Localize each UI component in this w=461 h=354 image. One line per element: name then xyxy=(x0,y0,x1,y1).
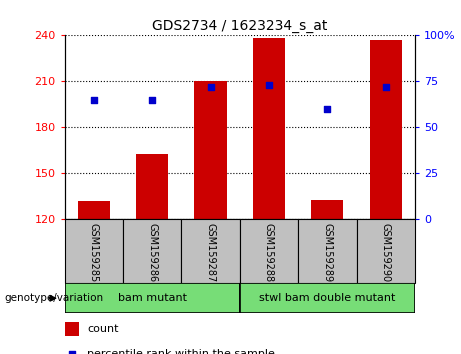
Text: GSM159285: GSM159285 xyxy=(89,223,99,282)
Text: GSM159288: GSM159288 xyxy=(264,223,274,282)
Bar xyxy=(123,219,181,283)
Text: GSM159287: GSM159287 xyxy=(206,223,216,282)
Text: stwl bam double mutant: stwl bam double mutant xyxy=(259,293,396,303)
Bar xyxy=(65,283,240,313)
Bar xyxy=(181,219,240,283)
Bar xyxy=(136,154,168,219)
Bar xyxy=(311,200,343,219)
Bar xyxy=(298,219,356,283)
Bar xyxy=(77,201,110,219)
Text: GSM159290: GSM159290 xyxy=(381,223,391,282)
Bar xyxy=(240,283,415,313)
Text: count: count xyxy=(87,324,118,334)
Bar xyxy=(65,322,78,336)
Bar xyxy=(370,40,402,219)
Bar xyxy=(240,219,298,283)
Bar xyxy=(356,219,415,283)
Point xyxy=(90,97,97,103)
Bar xyxy=(65,219,123,283)
Text: percentile rank within the sample: percentile rank within the sample xyxy=(87,349,275,354)
Bar xyxy=(195,81,226,219)
Point xyxy=(382,84,390,90)
Point xyxy=(68,351,75,354)
Title: GDS2734 / 1623234_s_at: GDS2734 / 1623234_s_at xyxy=(152,19,327,33)
Text: genotype/variation: genotype/variation xyxy=(5,293,104,303)
Point xyxy=(148,97,156,103)
Bar xyxy=(253,39,285,219)
Point xyxy=(265,82,272,88)
Point xyxy=(324,106,331,112)
Text: GSM159289: GSM159289 xyxy=(322,223,332,282)
Text: GSM159286: GSM159286 xyxy=(147,223,157,282)
Text: bam mutant: bam mutant xyxy=(118,293,187,303)
Point xyxy=(207,84,214,90)
